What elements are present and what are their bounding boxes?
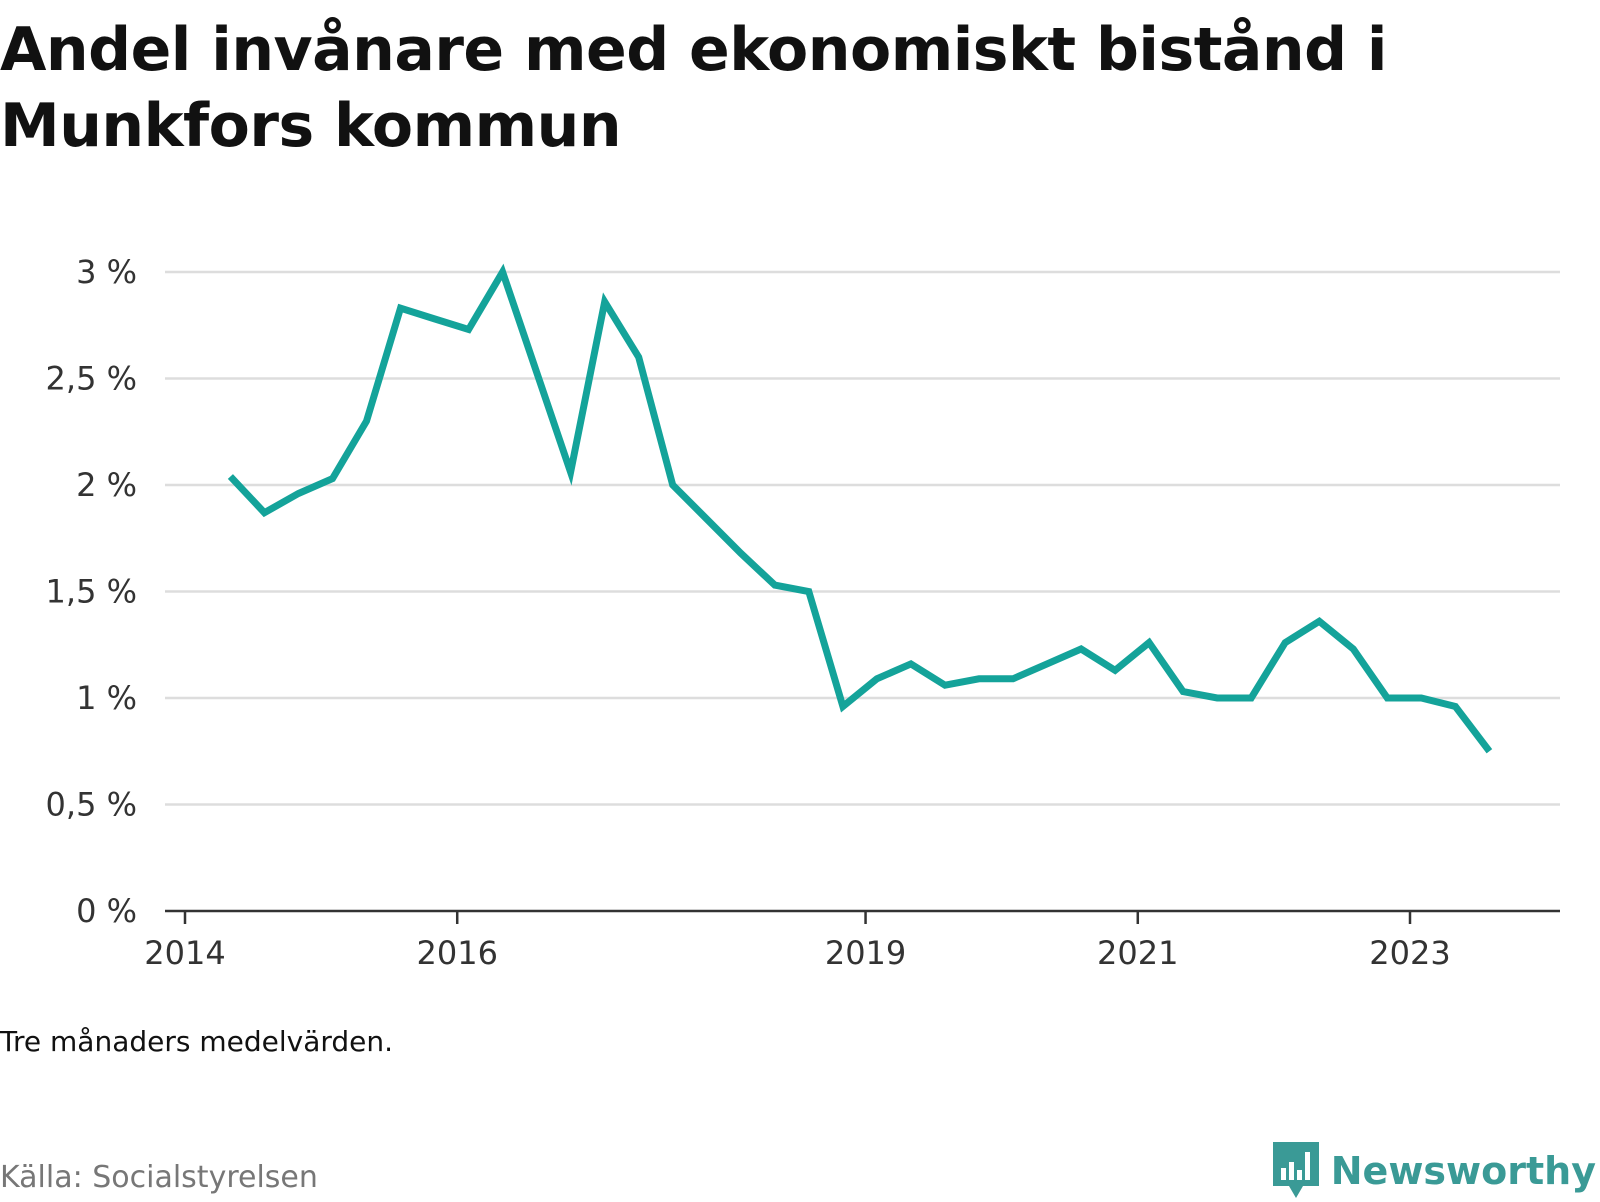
y-tick-label: 0,5 % — [46, 786, 137, 824]
series-line — [227, 263, 1493, 754]
newsworthy-logo-icon — [1272, 1142, 1319, 1198]
y-tick-label: 2 % — [76, 466, 137, 504]
x-tick-label: 2023 — [1369, 934, 1450, 972]
x-tick-label: 2016 — [417, 934, 498, 972]
y-tick-label: 1,5 % — [46, 573, 137, 611]
x-axis: 2014 2016 2019 2021 2023 — [144, 909, 1560, 972]
y-tick-label: 2,5 % — [46, 360, 137, 398]
source-credit: Källa: Socialstyrelsen — [0, 1160, 318, 1195]
chart-title: Andel invånare med ekonomiskt bistånd i … — [0, 15, 1387, 161]
y-tick-label: 0 % — [76, 892, 137, 930]
gridlines — [165, 270, 1560, 806]
x-tick-label: 2021 — [1097, 934, 1178, 972]
line-chart: 0 % 0,5 % 1 % 1,5 % 2 % 2,5 % 3 % 2014 2016 2019… — [46, 253, 1560, 972]
y-axis-labels: 0 % 0,5 % 1 % 1,5 % 2 % 2,5 % 3 % — [46, 253, 137, 930]
brand-name: Newsworthy — [1330, 1149, 1596, 1193]
series-line-group — [227, 263, 1493, 754]
brand-logo: Newsworthy — [1271, 1140, 1596, 1202]
x-tick-label: 2019 — [825, 934, 906, 972]
y-tick-label: 1 % — [76, 679, 137, 717]
y-tick-label: 3 % — [76, 253, 137, 291]
chart-note: Tre månaders medelvärden. — [0, 1025, 394, 1058]
x-tick-label: 2014 — [144, 934, 225, 972]
